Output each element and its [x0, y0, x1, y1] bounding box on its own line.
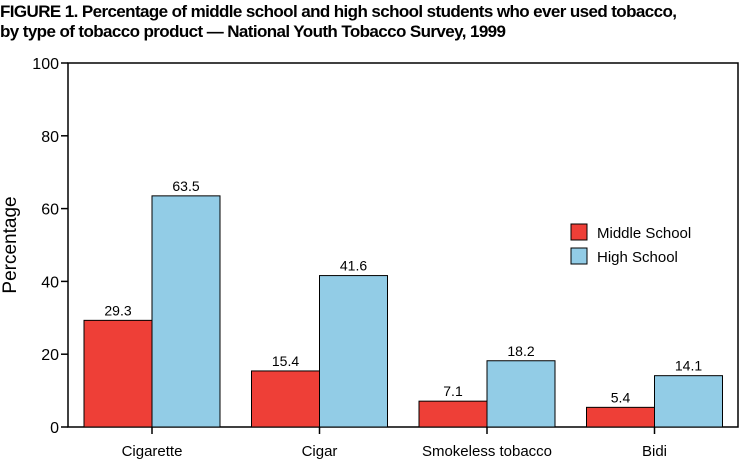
data-label-1-0: 63.5 [172, 178, 199, 194]
x-tick-label-2: Smokeless tobacco [422, 443, 552, 460]
bar-0-1 [251, 370, 320, 428]
bar-1-1 [319, 275, 388, 428]
y-tick-label-1: 20 [41, 347, 59, 364]
legend-swatch-0 [570, 223, 588, 241]
x-tick-label-0: Cigarette [122, 443, 183, 460]
y-tick-label-0: 0 [50, 420, 59, 437]
legend-swatch-1 [570, 247, 588, 265]
y-tick-label-2: 40 [41, 274, 59, 291]
chart-title-line-1: FIGURE 1. Percentage of middle school an… [0, 2, 677, 21]
data-label-0-0: 29.3 [104, 302, 131, 318]
data-label-1-3: 14.1 [675, 358, 702, 374]
bar-1-0 [151, 195, 221, 428]
legend-label-1: High School [597, 249, 678, 266]
bar-0-3 [586, 406, 655, 428]
bar-0-0 [83, 319, 153, 428]
data-label-1-2: 18.2 [507, 343, 534, 359]
bar-1-2 [486, 360, 556, 428]
data-label-0-2: 7.1 [443, 383, 463, 399]
y-tick-label-3: 60 [41, 202, 59, 219]
bar-1-3 [654, 375, 723, 428]
chart-title-line-2: by type of tobacco product — National Yo… [0, 22, 506, 41]
data-label-0-1: 15.4 [272, 353, 299, 369]
chart-title: FIGURE 1. Percentage of middle school an… [0, 2, 750, 42]
data-label-0-3: 5.4 [611, 389, 631, 405]
data-label-1-1: 41.6 [340, 258, 367, 274]
plot-frame [67, 62, 739, 428]
y-tick-label-4: 80 [41, 129, 59, 146]
x-tick-label-3: Bidi [642, 443, 667, 460]
legend-label-0: Middle School [597, 225, 691, 242]
y-axis-label: Percentage [0, 196, 21, 293]
y-tick-label-5: 100 [32, 56, 59, 73]
x-tick-label-1: Cigar [302, 443, 338, 460]
bar-0-2 [418, 400, 488, 428]
